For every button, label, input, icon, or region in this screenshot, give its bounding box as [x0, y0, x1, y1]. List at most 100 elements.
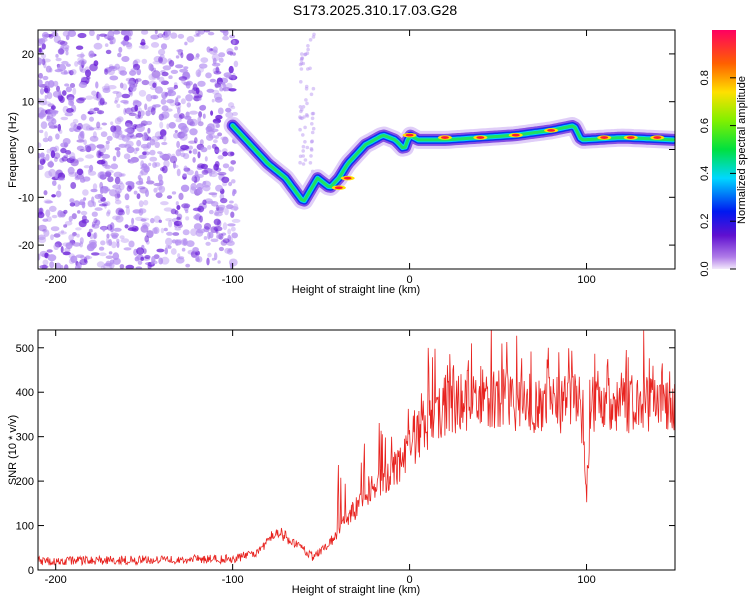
spectrogram-hotspot [547, 128, 556, 132]
spectrogram-noise-blob [53, 152, 61, 159]
spectrogram-noise-blob [197, 116, 202, 123]
spectrogram-noise-blob [186, 240, 195, 248]
spectrogram-noise-blob [192, 148, 198, 155]
spectrogram-noise-blob [64, 264, 69, 269]
spectrogram-noise-blob [218, 57, 224, 63]
spectrogram-noise-blob [145, 189, 149, 197]
spectrogram-noise-blob [57, 210, 63, 218]
spectrogram-noise-blob [223, 72, 232, 78]
spectrogram-noise-blob [142, 134, 148, 142]
spectrogram-noise-blob [49, 205, 57, 212]
spectrogram-noise-blob [153, 187, 158, 193]
spectrogram-noise-blob [77, 210, 81, 214]
spectrogram-noise-blob [44, 131, 48, 139]
spectrogram-noise-blob [137, 110, 142, 119]
spectrogram-noise-blob [168, 122, 176, 129]
spectrogram-noise-blob [95, 81, 99, 89]
spectrogram-noise-blob [161, 91, 168, 100]
spectrogram-noise-blob [85, 95, 94, 100]
spectrogram-noise-blob [159, 136, 164, 140]
spectrogram-noise-blob [144, 255, 151, 259]
spectrogram-noise-blob [123, 107, 127, 116]
spectrogram-noise-blob [231, 232, 238, 239]
spectrogram-noise-blob [61, 156, 68, 162]
spectrogram-noise-blob [57, 40, 66, 45]
spectrogram-noise-blob [183, 66, 189, 70]
spectrogram-noise-blob [222, 30, 229, 36]
spectrogram-noise-blob [182, 229, 190, 236]
spectrogram-noise-blob [299, 80, 303, 84]
colorbar: 0.0 0.2 0.4 0.6 0.8 Normalized spectral ampl… [699, 30, 748, 277]
spectrogram-noise-blob [38, 207, 44, 215]
spectrogram-noise-blob [200, 57, 209, 63]
spectrogram-noise-blob [70, 69, 77, 75]
spectrogram-noise-blob [124, 224, 129, 229]
spectrogram-noise-blob [114, 63, 120, 70]
spectrogram-noise-blob [209, 171, 213, 177]
spectrogram-noise-blob [180, 98, 186, 105]
x-tick-label: 0 [407, 574, 413, 586]
spectrogram-noise-blob [58, 231, 67, 235]
spectrogram-noise-blob [162, 65, 172, 71]
spectrogram-noise-blob [199, 139, 204, 146]
spectrogram-noise-blob [138, 200, 144, 208]
spectrogram-noise-blob [144, 103, 148, 111]
spectrogram-noise-blob [136, 124, 145, 133]
spectrogram-noise-blob [96, 110, 105, 115]
spectrogram-noise-blob [139, 171, 144, 177]
spectrogram-noise-blob [38, 142, 42, 148]
spectrogram-noise-blob [210, 238, 219, 243]
spectrogram-noise-blob [176, 49, 184, 53]
spectrogram-noise-blob [114, 147, 121, 151]
spectrogram-noise-blob [226, 248, 234, 255]
spectrogram-noise-blob [42, 137, 49, 143]
spectrogram-noise-blob [166, 99, 175, 104]
spectrogram-noise-blob [214, 146, 220, 155]
spectrogram-noise-blob [96, 159, 106, 165]
spectrogram-noise-blob [167, 245, 172, 249]
spectrogram-noise-blob [105, 260, 112, 267]
spectrogram-noise-blob [152, 82, 157, 88]
spectrogram-noise-blob [60, 147, 67, 154]
spectrogram-noise-blob [201, 169, 209, 175]
spectrogram-noise-blob [148, 63, 153, 71]
spectrogram-noise-blob [300, 56, 304, 61]
spectrogram-noise-blob [76, 233, 80, 238]
spectrogram-noise-blob [193, 34, 201, 38]
colorbar-tick-label: 0.2 [699, 214, 711, 229]
spectrogram-noise-blob [168, 75, 173, 80]
spectrogram-noise-blob [94, 194, 104, 200]
spectrogram-noise-blob [151, 135, 159, 142]
spectrogram-noise-blob [61, 60, 69, 65]
spectrogram-noise-blob [145, 120, 153, 126]
spectrogram-noise-blob [135, 216, 144, 221]
spectrogram-noise-blob [73, 200, 81, 207]
spectrogram-noise-blob [156, 75, 160, 80]
spectrogram-noise-blob [230, 160, 236, 165]
spectrogram-noise-blob [226, 204, 234, 210]
spectrogram-noise-blob [176, 168, 181, 177]
spectrogram-noise-blob [183, 165, 188, 172]
spectrogram-noise-blob [165, 237, 173, 246]
spectrogram-noise-blob [38, 72, 43, 79]
spectrogram-noise-blob [64, 47, 69, 52]
spectrogram-noise-blob [122, 39, 126, 47]
spectrogram-noise-blob [89, 164, 94, 172]
spectrogram-noise-blob [227, 228, 232, 235]
spectrogram-noise-blob [89, 108, 95, 114]
spectrogram-noise-blob [112, 155, 117, 162]
spectrogram-noise-blob [215, 114, 223, 120]
spectrogram-noise-blob [43, 190, 48, 196]
spectrogram-noise-blob [69, 198, 75, 204]
spectrogram-noise-blob [66, 108, 74, 113]
spectrogram-noise-blob [147, 262, 152, 269]
spectrogram-noise-blob [185, 80, 193, 86]
spectrogram-noise-blob [125, 77, 134, 82]
spectrogram-noise-blob [192, 157, 196, 163]
colorbar-tick-label: 0.4 [699, 166, 711, 181]
spectrogram-noise-blob [220, 136, 228, 141]
spectrogram-noise-blob [310, 139, 315, 143]
spectrogram-noise-blob [230, 211, 235, 218]
spectrogram-noise-blob [114, 199, 122, 205]
spectrogram-noise-blob [152, 60, 162, 65]
